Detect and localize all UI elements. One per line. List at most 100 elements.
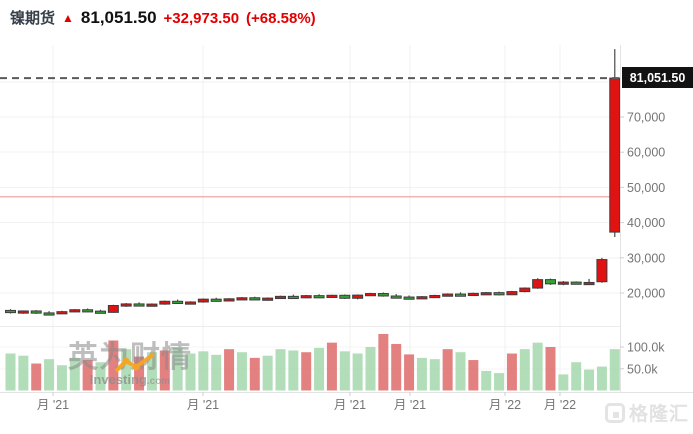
volume-bar <box>545 347 556 391</box>
volume-bar <box>558 374 569 391</box>
candlestick <box>146 303 158 307</box>
axis-tick-label: 月 '21 <box>334 398 366 412</box>
axis-tick-label: 30,000 <box>627 251 665 265</box>
volume-bar <box>519 349 530 391</box>
candlestick <box>557 281 569 285</box>
candlestick <box>120 303 132 307</box>
candlestick <box>159 300 171 305</box>
volume-bar <box>121 349 132 391</box>
volume-bar <box>172 347 183 391</box>
volume-bar <box>146 352 157 391</box>
candlestick <box>339 294 351 299</box>
volume-bar <box>532 342 543 391</box>
candlestick <box>313 295 325 299</box>
candlestick <box>609 77 621 233</box>
volume-bar <box>288 350 299 391</box>
price-change: +32,973.50 <box>163 10 240 27</box>
candlestick <box>249 297 261 301</box>
candlestick <box>82 309 94 313</box>
axis-tick-label: 月 '21 <box>37 398 69 412</box>
axis-tick-label: 70,000 <box>627 111 665 125</box>
volume-bar <box>365 347 376 391</box>
volume-bar <box>31 363 42 391</box>
instrument-header: 镍期货 ▲ 81,051.50 +32,973.50 (+68.58%) <box>10 7 316 28</box>
axis-tick-label: 40,000 <box>627 216 665 230</box>
volume-bar <box>571 362 582 391</box>
volume-bar <box>185 353 196 391</box>
axis-tick-label: 20,000 <box>627 287 665 301</box>
volume-bar <box>378 333 389 391</box>
volume-bar <box>429 359 440 391</box>
candlestick <box>596 259 608 283</box>
candlestick <box>442 293 454 297</box>
candlestick <box>197 298 209 303</box>
candlestick <box>506 291 518 296</box>
candlestick <box>364 293 376 297</box>
volume-bar <box>596 366 607 391</box>
axis-tick-label: 50,000 <box>627 181 665 195</box>
volume-bar <box>95 362 106 391</box>
volume-bar <box>18 355 29 391</box>
instrument-title: 镍期货 <box>10 10 56 27</box>
last-price: 81,051.50 <box>80 8 157 27</box>
candlestick <box>519 287 531 293</box>
candlestick <box>236 297 248 301</box>
candlestick <box>17 310 29 314</box>
candlestick <box>429 294 441 299</box>
candlestick <box>262 297 274 301</box>
volume-bar <box>314 347 325 391</box>
candlestick <box>30 310 42 314</box>
candlestick <box>5 309 16 314</box>
volume-bar <box>481 370 492 391</box>
candlestick <box>403 296 415 300</box>
volume-bar <box>82 360 93 391</box>
candlestick <box>210 298 222 302</box>
volume-bar <box>339 351 350 391</box>
candlestick <box>493 292 505 296</box>
volume-bar <box>506 353 517 391</box>
volume-bar <box>468 360 479 391</box>
price-change-percent: (+68.58%) <box>246 10 316 27</box>
candlestick <box>390 295 402 299</box>
candlestick <box>274 295 286 300</box>
up-arrow-icon: ▲ <box>62 11 74 25</box>
volume-bar <box>275 349 286 391</box>
candlestick <box>300 295 312 299</box>
candlestick <box>184 301 196 305</box>
volume-bar <box>326 342 337 391</box>
candlestick <box>326 294 338 298</box>
volume-bar <box>494 373 505 391</box>
candlestick <box>352 294 364 299</box>
axis-tick-label: 月 '22 <box>544 398 576 412</box>
volume-bar <box>108 340 119 391</box>
axis-tick-label: 60,000 <box>627 146 665 160</box>
candlestick <box>223 298 235 302</box>
candlestick <box>133 303 145 307</box>
candlestick <box>570 281 582 285</box>
volume-bar <box>301 352 312 391</box>
volume-bar <box>198 351 209 391</box>
axis-tick-label: 月 '21 <box>394 398 426 412</box>
candlestick <box>480 292 492 296</box>
candlestick <box>56 311 68 315</box>
volume-bar <box>159 350 170 391</box>
axis-tick-label: 月 '22 <box>489 398 521 412</box>
candlestick <box>94 310 106 314</box>
axis-tick-label: 月 '21 <box>187 398 219 412</box>
volume-bar <box>584 369 595 391</box>
volume-bar <box>404 354 415 391</box>
candlestick <box>532 279 544 289</box>
candlestick <box>287 295 299 300</box>
volume-bar <box>391 343 402 391</box>
candlestick <box>377 293 389 297</box>
volume-bar <box>262 355 273 391</box>
candlestick <box>69 309 81 313</box>
candlestick <box>544 279 556 285</box>
axis-tick-label: 50.0k <box>627 362 658 376</box>
current-price-badge: 81,051.50 <box>622 67 693 88</box>
candlestick <box>467 292 479 297</box>
volume-bar <box>69 357 80 391</box>
volume-bar <box>56 365 67 391</box>
